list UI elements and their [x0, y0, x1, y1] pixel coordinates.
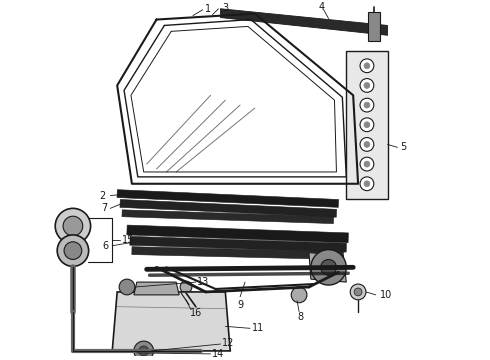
Circle shape: [311, 249, 346, 285]
Text: 7: 7: [101, 203, 107, 213]
Polygon shape: [346, 51, 388, 198]
Circle shape: [360, 118, 374, 132]
Circle shape: [139, 346, 148, 356]
Text: 3: 3: [222, 3, 228, 13]
Polygon shape: [309, 253, 346, 282]
Text: 9: 9: [237, 300, 243, 310]
Text: 4: 4: [318, 2, 325, 12]
Circle shape: [364, 63, 370, 69]
Text: 11: 11: [252, 323, 264, 333]
Circle shape: [360, 78, 374, 92]
Text: 15: 15: [122, 235, 134, 245]
Circle shape: [364, 122, 370, 128]
Circle shape: [360, 177, 374, 191]
Circle shape: [364, 161, 370, 167]
Polygon shape: [120, 199, 337, 217]
Circle shape: [360, 59, 374, 73]
Polygon shape: [122, 210, 334, 224]
Circle shape: [350, 284, 366, 300]
Circle shape: [360, 157, 374, 171]
Circle shape: [360, 138, 374, 151]
Text: 14: 14: [212, 349, 224, 359]
Circle shape: [64, 242, 82, 260]
Polygon shape: [132, 247, 343, 260]
Circle shape: [364, 82, 370, 88]
Text: 12: 12: [222, 338, 235, 348]
Text: 2: 2: [99, 190, 105, 201]
Circle shape: [360, 98, 374, 112]
Polygon shape: [112, 292, 230, 351]
Polygon shape: [368, 12, 380, 41]
Polygon shape: [117, 190, 339, 207]
Circle shape: [55, 208, 91, 244]
Circle shape: [291, 287, 307, 303]
Text: 1: 1: [204, 4, 211, 14]
Circle shape: [119, 279, 135, 295]
Circle shape: [63, 216, 83, 236]
Polygon shape: [220, 9, 388, 35]
Text: 5: 5: [400, 142, 406, 152]
Circle shape: [364, 181, 370, 187]
Circle shape: [354, 288, 362, 296]
Text: 16: 16: [190, 307, 202, 318]
Circle shape: [364, 102, 370, 108]
Text: 8: 8: [297, 311, 303, 321]
Circle shape: [57, 235, 89, 266]
Circle shape: [180, 281, 192, 293]
Polygon shape: [130, 237, 346, 252]
Text: 10: 10: [379, 290, 392, 300]
Polygon shape: [127, 225, 348, 243]
Text: 13: 13: [196, 277, 209, 287]
Circle shape: [321, 260, 337, 275]
Circle shape: [134, 341, 153, 360]
Circle shape: [364, 141, 370, 147]
Text: 6: 6: [102, 241, 108, 251]
Polygon shape: [134, 282, 179, 295]
